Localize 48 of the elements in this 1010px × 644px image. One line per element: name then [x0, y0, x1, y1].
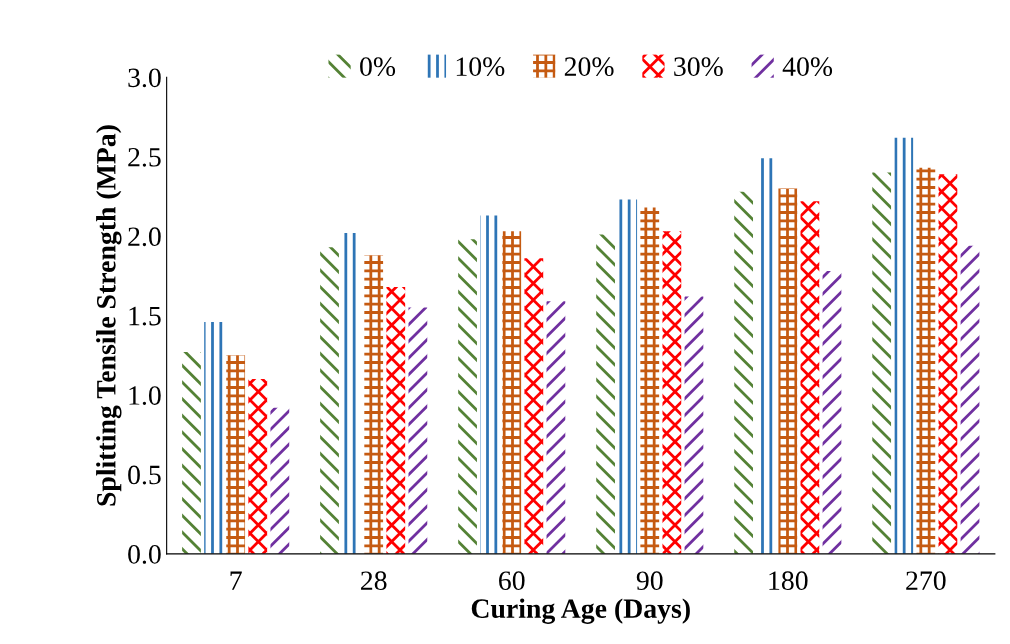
y-tick-label: 0.5 — [128, 465, 161, 485]
legend-label: 0% — [360, 57, 396, 77]
bar — [872, 172, 892, 554]
legend-label: 30% — [674, 57, 723, 77]
y-tick-label: 1.0 — [129, 386, 161, 406]
bar — [226, 355, 246, 554]
legend-label: 20% — [564, 57, 614, 77]
y-tick-label: 0.0 — [128, 545, 161, 564]
bar — [960, 245, 980, 554]
bar — [270, 407, 290, 554]
bar — [458, 239, 477, 554]
x-tick-label: 270 — [906, 571, 946, 591]
y-tick-label: 1.5 — [129, 306, 161, 326]
bar — [502, 231, 522, 554]
bar — [684, 296, 704, 554]
y-axis-title: Splitting Tensile Strength (MPa) — [96, 125, 122, 506]
bar — [204, 321, 223, 554]
legend-label: 40% — [782, 57, 833, 77]
bar — [734, 191, 754, 554]
bar — [662, 231, 682, 554]
bar — [640, 207, 660, 554]
bar — [386, 286, 406, 554]
bar — [546, 301, 566, 554]
bar — [596, 234, 615, 554]
x-axis-title: Curing Age (Days) — [471, 598, 690, 624]
bar — [916, 167, 936, 554]
bar — [822, 271, 842, 554]
y-tick-label: 2.0 — [128, 227, 161, 247]
bar — [408, 307, 428, 554]
x-tick-label: 7 — [230, 571, 242, 590]
x-tick-label: 60 — [499, 571, 525, 591]
bar — [248, 379, 268, 554]
bar — [800, 201, 820, 554]
bar — [778, 188, 798, 554]
bar — [320, 247, 339, 554]
bar — [364, 255, 384, 554]
x-tick-label: 90 — [636, 571, 663, 591]
legend-label: 10% — [456, 57, 505, 77]
bar — [938, 174, 958, 554]
bar — [182, 352, 201, 554]
y-tick-label: 3.0 — [128, 68, 161, 88]
x-tick-label: 28 — [361, 571, 387, 591]
bar — [480, 215, 500, 554]
bar — [618, 199, 638, 554]
y-tick-label: 2.5 — [128, 147, 161, 167]
bar — [894, 137, 914, 554]
bar — [524, 258, 544, 554]
x-tick-label: 180 — [769, 571, 808, 591]
